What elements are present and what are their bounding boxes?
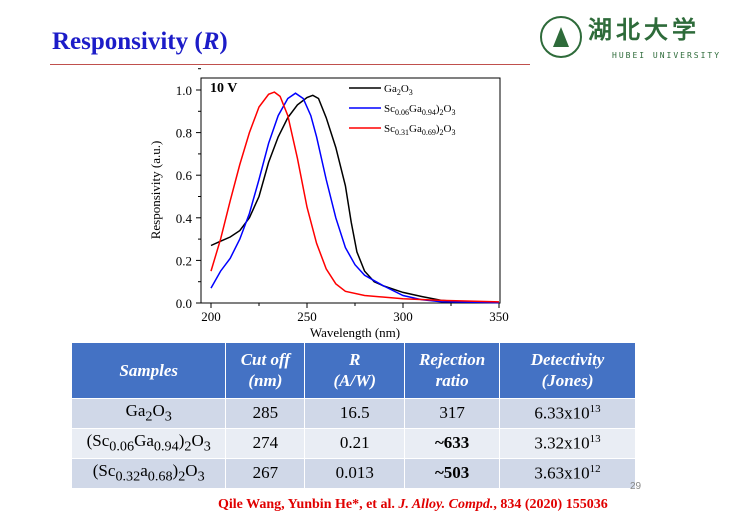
title-divider [50,64,530,65]
detectivity-cell: 6.33x1013 [499,397,636,428]
y-tick-label: 0.8 [176,126,192,141]
r-cell: 0.013 [304,457,406,488]
university-logo: 湖北大学 HUBEI UNIVERSITY [540,15,719,64]
citation: Qile Wang, Yunbin He*, et al. J. Alloy. … [218,497,608,512]
legend-label: Sc0.31Ga0.69)2O3 [384,123,455,137]
table-row: (Sc0.32a0.68)2O3 267 0.013 ~503 3.63x1012 [72,457,636,488]
r-cell: 16.5 [304,397,406,428]
sample-cell: (Sc0.32a0.68)2O3 [72,457,227,488]
seal-icon [540,16,582,58]
legend-label: Sc0.06Ga0.94)2O3 [384,103,455,117]
sample-cell: Ga2O3 [72,397,227,428]
cutoff-cell: 285 [225,397,306,428]
y-tick-label: 0.2 [176,253,192,268]
y-axis-label: Responsivity (a.u.) [148,141,163,240]
series-line [210,94,500,304]
x-tick-label: 350 [489,309,509,324]
y-tick-label: 1.0 [176,83,192,98]
column-header: Samples [72,343,227,398]
x-axis-label: Wavelength (nm) [310,325,400,340]
plot-frame [200,77,501,304]
logo-cn: 湖北大学 [588,15,700,44]
detectivity-cell: 3.32x1013 [499,427,636,458]
cutoff-cell: 274 [225,427,306,458]
x-tick-label: 200 [201,309,221,324]
series-line [210,92,500,304]
cutoff-cell: 267 [225,457,306,488]
table-row: (Sc0.06Ga0.94)2O3 274 0.21 ~633 3.32x1013 [72,427,636,458]
comparison-table: Samples Cut off (nm) R (A/W) Rejection ratio De… [72,343,636,488]
slide-title: Responsivity (R) [52,28,228,55]
r-cell: 0.21 [304,427,406,458]
x-tick-label: 250 [297,309,317,324]
logo-en: HUBEI UNIVERSITY [612,51,722,60]
rejection-cell: 317 [404,397,501,428]
sample-cell: (Sc0.06Ga0.94)2O3 [72,427,227,458]
column-header: R (A/W) [304,343,406,398]
page-number: 29 [630,481,642,492]
y-tick-label: 0.6 [176,168,193,183]
voltage-annotation: 10 V [210,81,237,96]
rejection-cell: ~503 [404,457,501,488]
x-tick-label: 300 [393,309,413,324]
column-header: Rejection ratio [404,343,501,398]
detectivity-cell: 3.63x1012 [499,457,636,488]
column-header: Cut off (nm) [225,343,306,398]
y-tick-label: 0.4 [176,211,193,226]
y-tick-label: 0.0 [176,296,192,311]
legend-label: Ga2O3 [384,83,413,97]
rejection-cell: ~633 [404,427,501,458]
table-row: Ga2O3 285 16.5 317 6.33x1013 [72,397,636,428]
series-line [210,91,500,303]
column-header: Detectivity (Jones) [499,343,636,398]
